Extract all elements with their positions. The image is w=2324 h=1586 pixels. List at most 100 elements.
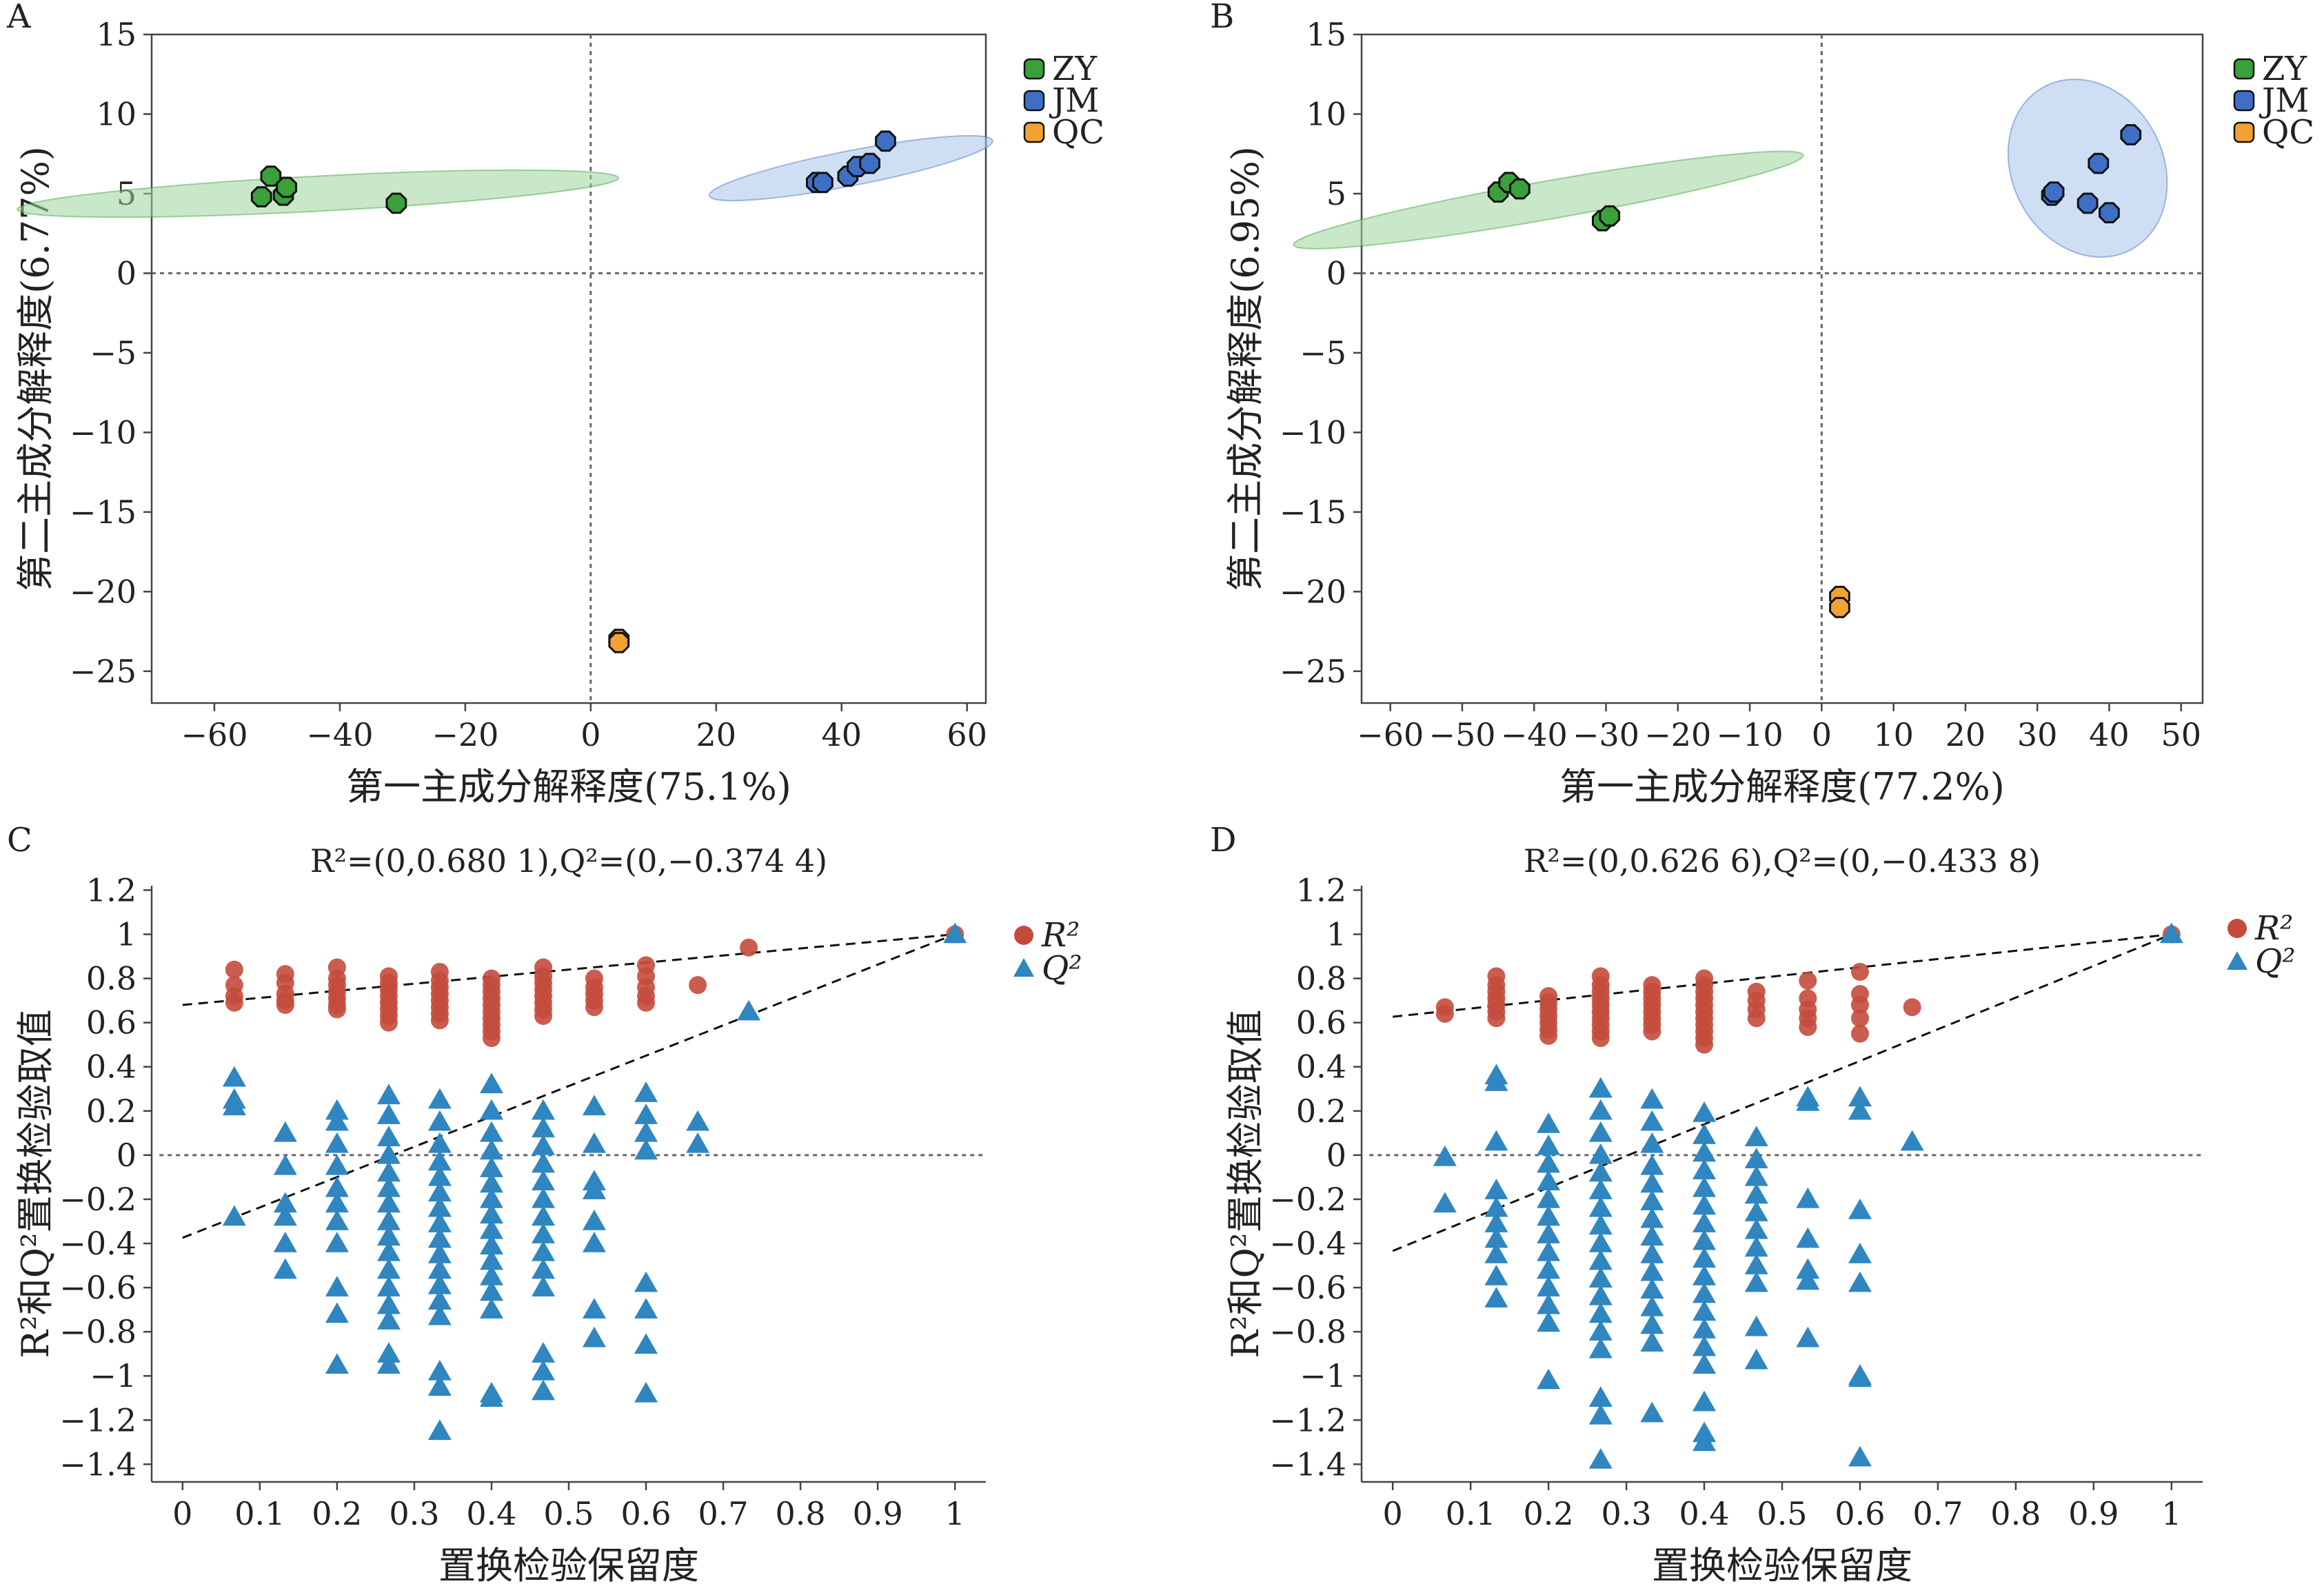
data-point-q2	[532, 1135, 556, 1155]
confidence-ellipse-jm	[2007, 79, 2168, 258]
data-point-q2	[1588, 1386, 1613, 1407]
data-point-q2	[1640, 1331, 1664, 1352]
panel-letter: B	[1210, 0, 1234, 36]
y-tick-label: 0.2	[1296, 1092, 1346, 1130]
data-point-q2	[686, 1132, 710, 1153]
data-point-r2	[1850, 1009, 1869, 1028]
data-point-r2	[1850, 996, 1869, 1014]
data-point-q2	[479, 1172, 503, 1193]
panel-d-permutation-plot: D 0 0.1 0.2 0.3 0.4 0.5 0.6 0.7 0.8 0.9 1 −1.4 −1.2 −1…	[1210, 821, 2296, 1586]
x-axis-label: 第一主成分解释度(77.2%)	[1559, 765, 2005, 809]
y-tick-label: −0.8	[59, 1313, 137, 1350]
x-tick-label: 0.8	[1990, 1495, 2041, 1532]
y-tick-label: −20	[70, 573, 137, 610]
y-tick-label: 1	[1326, 915, 1346, 953]
legend-label: Q²	[1042, 949, 1082, 988]
data-point-q2	[376, 1276, 401, 1297]
data-point-q2	[479, 1157, 503, 1177]
data-point-jm	[2120, 124, 2142, 145]
data-point-q2	[222, 1066, 246, 1087]
y-tick-label: 0	[1326, 254, 1346, 292]
y-tick-label: −0.4	[59, 1225, 137, 1262]
x-tick-label: −20	[1644, 716, 1711, 753]
data-point-q2	[634, 1104, 658, 1124]
data-point-q2	[427, 1088, 452, 1109]
data-point-q2	[376, 1353, 401, 1374]
data-point-q2	[1744, 1271, 1768, 1292]
data-point-q2	[532, 1379, 556, 1401]
x-tick-label: −60	[1357, 716, 1424, 753]
data-point-q2	[1693, 1300, 1717, 1321]
data-point-q2	[325, 1154, 349, 1175]
x-tick-label: 0	[1383, 1495, 1403, 1532]
data-point-q2	[479, 1298, 503, 1319]
data-point-q2	[1484, 1243, 1508, 1263]
data-point-q2	[1537, 1205, 1561, 1226]
y-tick-label: −0.6	[59, 1269, 137, 1306]
data-point-q2	[1693, 1353, 1717, 1374]
data-point-q2	[1693, 1282, 1717, 1303]
data-point-q2	[582, 1095, 606, 1116]
data-point-q2	[325, 1110, 349, 1131]
panel-letter: D	[1210, 821, 1236, 860]
x-tick-label: 0.7	[698, 1495, 748, 1532]
x-tick-label: 0	[580, 716, 600, 753]
y-tick-label: −1	[90, 1357, 137, 1394]
data-point-q2	[1744, 1218, 1768, 1239]
y-tick-label: 0.2	[86, 1092, 137, 1130]
data-point-q2	[479, 1072, 503, 1094]
data-point-r2	[1591, 1029, 1610, 1048]
x-tick-label: −50	[1428, 716, 1495, 753]
data-point-q2	[582, 1232, 606, 1252]
data-point-q2	[479, 1139, 503, 1160]
x-tick-label: 10	[1873, 716, 1914, 753]
data-point-q2	[1640, 1225, 1664, 1246]
x-tick-label: 0.2	[312, 1495, 362, 1532]
x-tick-label: −10	[1717, 716, 1784, 753]
data-point-q2	[1640, 1243, 1664, 1263]
data-point-q2	[376, 1309, 401, 1330]
legend-marker	[2233, 121, 2255, 143]
data-point-q2	[479, 1187, 503, 1208]
data-point-q2	[1693, 1194, 1717, 1215]
y-tick-label: 0.4	[86, 1048, 137, 1086]
data-point-jm	[859, 152, 880, 174]
data-point-q2	[376, 1225, 401, 1246]
y-tick-label: −10	[70, 414, 137, 451]
data-point-q2	[1588, 1143, 1613, 1164]
data-point-q2	[479, 1249, 503, 1270]
data-point-r2	[1850, 962, 1869, 981]
chart-title: R²=(0,0.680 1),Q²=(0,−0.374 4)	[310, 842, 827, 880]
legend-marker	[1023, 58, 1045, 80]
data-point-r2	[1850, 1024, 1869, 1043]
chart-title: R²=(0,0.626 6),Q²=(0,−0.433 8)	[1524, 842, 2041, 880]
y-tick-label: 10	[1306, 95, 1346, 132]
data-point-q2	[479, 1218, 503, 1239]
x-tick-label: 40	[2089, 716, 2130, 753]
data-point-q2	[1588, 1320, 1613, 1341]
data-point-q2	[1537, 1170, 1561, 1191]
fit-line-r2	[182, 933, 956, 1006]
data-point-q2	[376, 1104, 401, 1124]
legend-label: R²	[1041, 916, 1080, 955]
data-point-q2	[325, 1209, 349, 1230]
x-axis-label: 置换检验保留度	[438, 1544, 699, 1586]
data-point-q2	[1744, 1348, 1768, 1370]
x-tick-label: 0.5	[543, 1495, 594, 1532]
data-point-q2	[1484, 1265, 1508, 1285]
data-point-q2	[479, 1234, 503, 1254]
legend-marker	[2227, 951, 2247, 970]
x-tick-label: 0.4	[466, 1495, 516, 1532]
x-tick-label: −40	[1501, 716, 1568, 753]
data-point-q2	[479, 1099, 503, 1120]
legend-marker	[1014, 926, 1033, 945]
x-axis-label: 置换检验保留度	[1652, 1544, 1912, 1586]
data-point-q2	[1588, 1284, 1613, 1305]
data-point-q2	[1537, 1187, 1561, 1208]
data-point-q2	[1693, 1317, 1717, 1339]
data-point-zy	[385, 192, 407, 214]
data-point-q2	[1848, 1445, 1872, 1467]
x-tick-label: 0.4	[1679, 1495, 1729, 1532]
data-point-q2	[1640, 1110, 1664, 1131]
legend-marker	[2233, 58, 2255, 80]
